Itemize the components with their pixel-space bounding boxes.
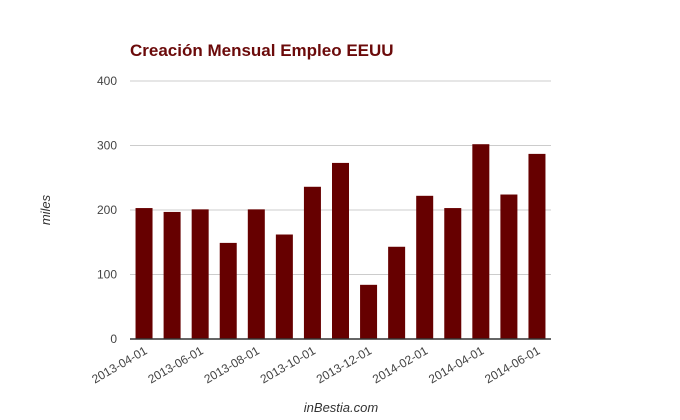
- x-tick-label: 2014-04-01: [426, 343, 486, 386]
- x-tick-label: 2014-02-01: [370, 343, 430, 386]
- bar-2014-03-01: [444, 208, 462, 339]
- y-tick-label: 100: [97, 268, 117, 282]
- bar-2013-07-01: [219, 242, 237, 339]
- bar-2013-04-01: [135, 208, 153, 339]
- bar-2014-05-01: [500, 194, 518, 339]
- x-tick-label: 2013-04-01: [89, 343, 149, 386]
- bar-2013-12-01: [360, 284, 378, 339]
- y-tick-label: 0: [110, 332, 117, 346]
- y-axis-label: miles: [38, 194, 53, 225]
- bar-2014-06-01: [528, 153, 546, 339]
- chart-title: Creación Mensual Empleo EEUU: [130, 41, 394, 60]
- bar-2013-05-01: [163, 211, 181, 339]
- bar-2014-01-01: [388, 246, 406, 339]
- bar-2013-10-01: [303, 186, 321, 339]
- x-tick-label: 2013-06-01: [146, 343, 206, 386]
- x-tick-label: 2013-10-01: [258, 343, 318, 386]
- bar-2013-09-01: [275, 234, 293, 339]
- x-tick-label: 2014-06-01: [482, 343, 542, 386]
- source-label: inBestia.com: [304, 400, 379, 415]
- bar-2013-11-01: [332, 162, 349, 339]
- x-tick-label: 2013-08-01: [202, 343, 262, 386]
- y-tick-label: 400: [97, 74, 117, 88]
- bar-2014-04-01: [472, 144, 490, 339]
- y-tick-label: 200: [97, 203, 117, 217]
- bar-2013-06-01: [191, 209, 209, 339]
- bar-2013-08-01: [247, 209, 265, 339]
- x-tick-label: 2013-12-01: [314, 343, 374, 386]
- y-tick-label: 300: [97, 139, 117, 153]
- bar-2014-02-01: [416, 195, 434, 339]
